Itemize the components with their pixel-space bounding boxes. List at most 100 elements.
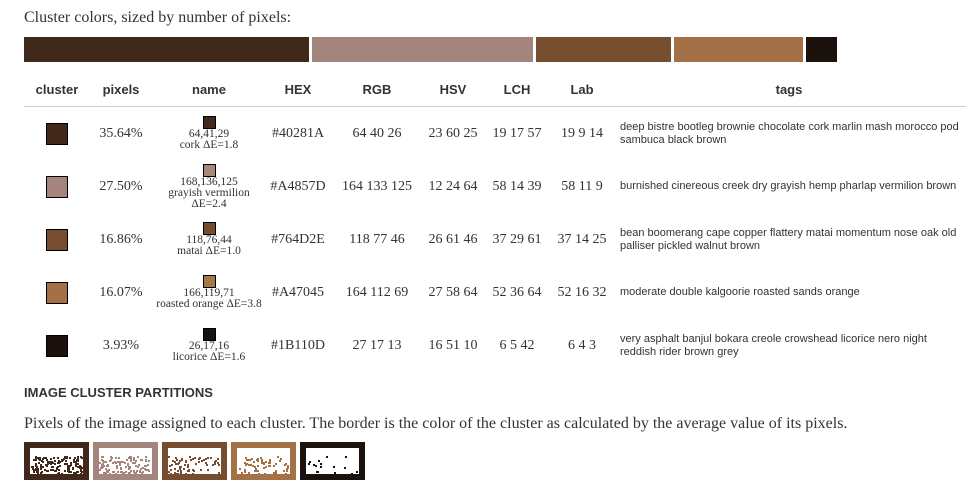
partition-pixel — [258, 472, 261, 474]
pixels-cell: 27.50% — [99, 178, 143, 194]
cluster-swatch — [46, 122, 68, 145]
partition-pixel — [198, 461, 201, 464]
partition-pixel — [187, 468, 190, 471]
partition-pixel — [139, 467, 142, 470]
partition-pixel — [59, 464, 62, 467]
partition-pixel — [130, 459, 133, 462]
partition-pixel — [169, 464, 172, 467]
partition-pixel — [286, 468, 289, 471]
partition-pixel — [116, 460, 119, 463]
partition-pixel — [80, 470, 83, 473]
partition-pixel — [244, 463, 247, 466]
partition-pixel — [215, 460, 218, 463]
partition-pixel — [50, 460, 53, 463]
partition-pixel — [279, 460, 282, 463]
name-swatch — [202, 116, 216, 129]
partition-pixel — [74, 464, 77, 467]
hsv-cell: 27 58 64 — [428, 284, 478, 300]
partition-pixel — [103, 464, 105, 467]
partition-pixel — [35, 469, 38, 472]
partition-pixel — [39, 464, 42, 467]
partition-thumbnail[interactable] — [24, 442, 89, 480]
partition-pixel — [173, 472, 176, 474]
partition-pixel — [177, 469, 180, 472]
partition-pixel — [254, 465, 257, 468]
partition-pixel — [69, 462, 72, 465]
tags-cell: bean boomerang cape copper flattery mata… — [620, 226, 957, 252]
partition-pixel — [145, 460, 148, 463]
partition-pixel — [193, 456, 196, 459]
cluster-cell — [24, 107, 90, 161]
partition-thumbnail[interactable] — [93, 442, 158, 480]
partition-pixel — [285, 462, 288, 465]
partition-pixel — [207, 469, 210, 472]
partition-pixel — [72, 472, 75, 474]
partition-thumbnail[interactable] — [300, 442, 365, 480]
table-row: 16.07% 166,119,71 roasted orange ΔE=3.8 #… — [24, 266, 966, 319]
partition-pixel — [168, 471, 171, 474]
partition-pixel — [70, 470, 73, 473]
partition-pixel — [178, 466, 181, 469]
partition-pixel — [69, 465, 72, 468]
partition-pixel — [145, 458, 148, 461]
partition-pixel — [60, 472, 63, 474]
pixels-cell: 16.86% — [99, 231, 143, 247]
partition-pixel — [61, 460, 64, 463]
lch-cell: 19 17 57 — [492, 125, 542, 141]
partition-pixel — [137, 463, 140, 466]
partition-pixel — [122, 471, 125, 474]
partition-pixel — [39, 466, 42, 469]
partition-pixel — [207, 457, 210, 460]
partition-thumbnail[interactable] — [162, 442, 227, 480]
partition-pixel — [144, 469, 147, 472]
partition-pixel — [320, 466, 323, 469]
header-hex: HEX — [266, 72, 330, 107]
partition-pixel — [63, 458, 66, 461]
partition-pixel — [45, 464, 48, 467]
partition-pixel — [50, 465, 53, 468]
partition-pixel — [180, 471, 183, 474]
partition-pixel — [134, 460, 137, 462]
partition-pixel — [172, 460, 175, 463]
partition-pixel — [256, 457, 259, 460]
name-swatch — [202, 328, 216, 341]
partition-pixel — [333, 465, 336, 468]
partition-pixel — [188, 456, 191, 459]
partition-pixel — [112, 470, 115, 473]
partition-pixel — [313, 464, 316, 467]
partition-pixel — [110, 457, 113, 460]
partition-pixel — [39, 471, 42, 474]
partition-pixel — [100, 464, 103, 467]
partition-pixel — [205, 462, 208, 465]
partition-thumbnail[interactable] — [231, 442, 296, 480]
partition-pixel — [251, 465, 254, 468]
partition-pixel — [180, 469, 183, 472]
hsv-cell: 12 24 64 — [428, 178, 478, 194]
partition-pixel — [41, 470, 44, 473]
cluster-colors-intro: Cluster colors, sized by number of pixel… — [24, 9, 292, 26]
partition-pixel — [170, 464, 173, 467]
partition-pixel — [128, 457, 131, 460]
pixels-cell: 16.07% — [99, 284, 143, 300]
partition-pixel — [175, 472, 178, 474]
partition-thumbnails — [24, 442, 365, 480]
partition-pixel — [37, 461, 40, 464]
partition-pixel — [107, 465, 110, 468]
table-header-row: cluster pixels name HEX RGB HSV LCH Lab … — [24, 72, 966, 107]
partition-pixel — [318, 459, 321, 462]
partition-pixel — [53, 460, 56, 463]
partition-pixel — [187, 464, 190, 467]
partition-pixel — [345, 456, 348, 459]
partition-pixel — [101, 458, 104, 461]
partition-pixel — [120, 470, 123, 473]
bar-segment — [24, 37, 310, 62]
partition-pixel — [128, 456, 131, 459]
partition-pixel — [127, 467, 130, 470]
partition-pixel — [141, 458, 144, 461]
bar-segment — [312, 37, 533, 62]
partition-pixel — [146, 469, 149, 472]
partition-pixel — [39, 459, 42, 461]
partition-pixel — [253, 460, 256, 463]
name-swatch — [202, 222, 216, 235]
partition-pixel — [42, 461, 45, 464]
